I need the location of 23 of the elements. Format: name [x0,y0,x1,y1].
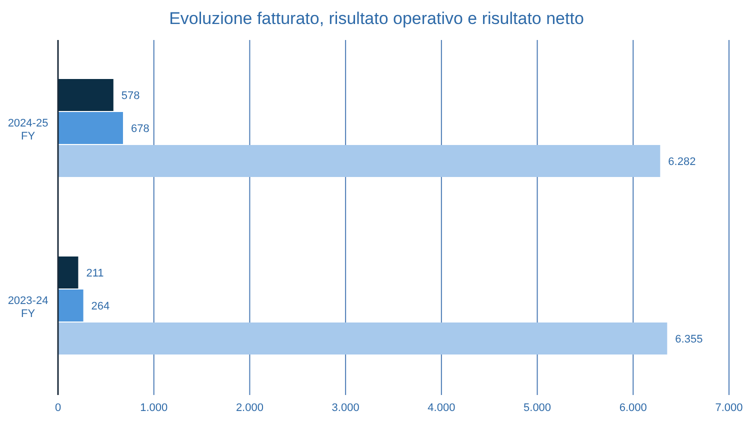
data-label: 211 [86,268,104,280]
bar [58,112,123,144]
x-tick-label: 4.000 [428,402,456,414]
data-label: 6.282 [668,156,696,168]
data-label: 678 [130,123,150,136]
data-label: 578 [121,90,140,102]
x-tick-label: 0 [54,402,62,414]
bar [58,79,114,112]
x-tick-label: 5.000 [524,402,552,414]
y-tick-label: 2023-24 FY [8,294,48,320]
chart-title: Evoluzione fatturato, risultato operativo e risultato netto [168,8,585,30]
x-tick-label: 3.000 [332,402,360,414]
bar [58,256,78,289]
x-tick-label: 2.000 [236,402,264,414]
x-tick-label: 7.000 [715,402,743,414]
y-tick-label: 2024-25 FY [8,117,48,142]
data-label: 6.355 [675,334,703,346]
x-tick-label: 1.000 [140,402,168,414]
data-label: 264 [91,300,110,313]
bar [58,290,84,322]
bar [58,145,660,178]
bar [58,322,668,355]
x-tick-label: 6.000 [619,402,647,414]
